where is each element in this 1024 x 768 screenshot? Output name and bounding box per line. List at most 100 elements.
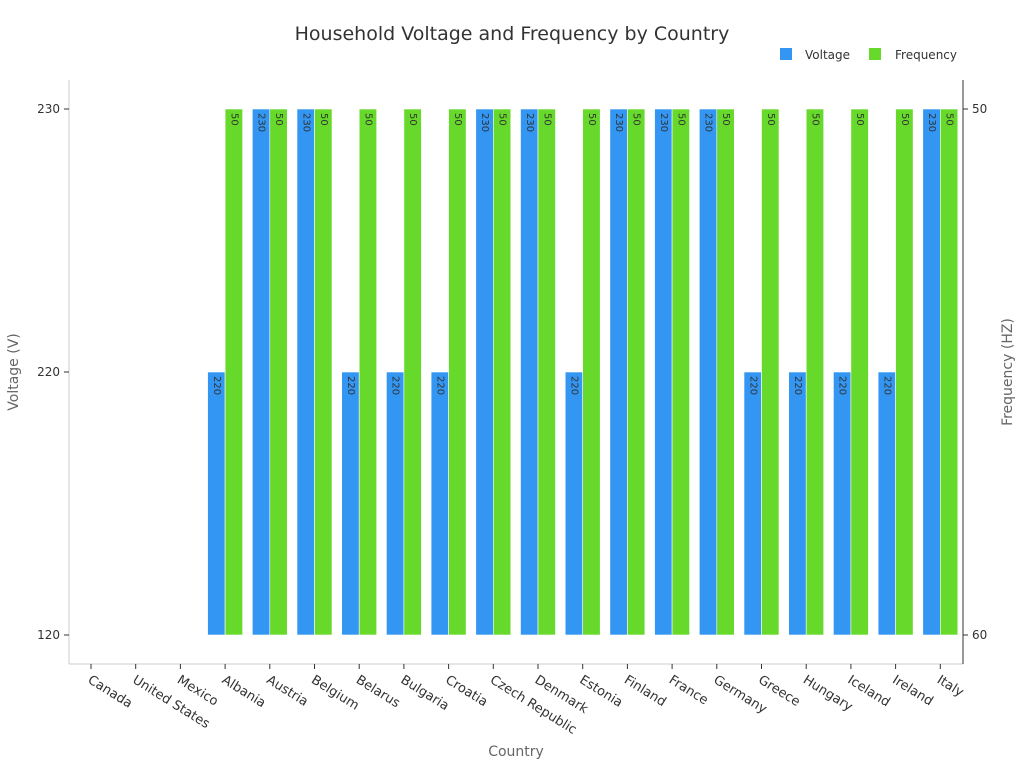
bar-voltage (877, 371, 896, 636)
category-label: United States (130, 673, 213, 732)
bar-label-frequency: 50 (586, 113, 597, 126)
bar-frequency (939, 108, 959, 636)
bar-voltage (922, 108, 941, 636)
bar-label-voltage: 230 (613, 113, 624, 132)
bar-frequency (761, 108, 780, 636)
left-tick-label: 120 (37, 628, 60, 642)
category-label: France (666, 673, 711, 709)
bar-frequency (716, 108, 735, 636)
y-axis-right-title: Frequency (HZ) (1000, 318, 1016, 426)
legend-swatch-voltage (780, 48, 792, 60)
bar-label-frequency: 50 (362, 113, 373, 126)
bar-label-frequency: 50 (720, 113, 731, 126)
legend-label-frequency: Frequency (895, 48, 957, 62)
bar-frequency (314, 108, 333, 636)
bar-label-voltage: 220 (837, 376, 848, 395)
bar-frequency (358, 108, 378, 636)
bar-voltage (430, 371, 449, 636)
bar-label-frequency: 50 (497, 113, 508, 126)
category-label: Austria (264, 673, 311, 710)
bar-label-voltage: 230 (256, 113, 267, 132)
bar-frequency (850, 108, 869, 636)
bar-label-frequency: 50 (899, 113, 910, 126)
category-label: Italy (934, 673, 966, 701)
category-label: Albania (219, 673, 268, 711)
left-axis-ticks: 120 220 230 (37, 102, 69, 642)
bar-frequency (448, 108, 467, 636)
x-axis-title: Country (488, 744, 544, 760)
bar-voltage (564, 371, 584, 636)
category-label: Finland (621, 673, 668, 710)
legend-label-voltage: Voltage (805, 48, 850, 62)
bar-label-voltage: 220 (881, 376, 892, 395)
category-label: Belgium (308, 673, 361, 714)
category-label: Canada (85, 673, 135, 712)
bar-frequency (403, 108, 422, 636)
bar-label-voltage: 230 (658, 113, 669, 132)
bar-label-frequency: 50 (318, 113, 329, 126)
bar-label-voltage: 230 (703, 113, 714, 132)
bar-labels: 220 50 230 50 230 50 220 50 220 50 220 50 230 50 230 50… (211, 113, 955, 395)
left-tick-label: 220 (37, 365, 60, 379)
bar-voltage (296, 108, 315, 636)
bar-label-frequency: 50 (541, 113, 552, 126)
bar-voltage (252, 108, 271, 636)
bar-label-voltage: 220 (211, 376, 222, 395)
right-axis-ticks: 60 50 (963, 102, 987, 642)
bar-frequency (492, 108, 512, 636)
category-label: Ireland (889, 673, 935, 710)
bar-label-frequency: 50 (765, 113, 776, 126)
category-label: Croatia (442, 673, 490, 710)
category-label: Bulgaria (398, 673, 452, 714)
bar-voltage (743, 371, 762, 636)
bar-label-voltage: 230 (524, 113, 535, 132)
right-tick-label: 60 (972, 628, 987, 642)
bar-frequency (582, 108, 601, 636)
bar-frequency (895, 108, 914, 636)
bar-label-voltage: 220 (345, 376, 356, 395)
bar-frequency (269, 108, 288, 636)
bar-label-frequency: 50 (273, 113, 284, 126)
bar-label-frequency: 50 (452, 113, 463, 126)
y-axis-left-title: Voltage (V) (6, 333, 22, 410)
right-tick-label: 50 (972, 102, 987, 116)
left-tick-label: 230 (37, 102, 60, 116)
bar-label-voltage: 220 (747, 376, 758, 395)
bar-label-frequency: 50 (675, 113, 686, 126)
legend-swatch-frequency (869, 48, 881, 60)
bar-frequency (805, 108, 825, 636)
bar-label-voltage: 230 (300, 113, 311, 132)
bar-label-frequency: 50 (228, 113, 239, 126)
bar-voltage (654, 108, 673, 636)
category-label: Belarus (353, 673, 403, 712)
bar-frequency (224, 108, 243, 636)
category-label: Hungary (800, 673, 855, 715)
bar-voltage (475, 108, 494, 636)
bar-label-voltage: 230 (479, 113, 490, 132)
legend: Voltage Frequency (780, 48, 957, 62)
bar-label-voltage: 220 (390, 376, 401, 395)
chart-title: Household Voltage and Frequency by Count… (295, 23, 730, 45)
bar-frequency (627, 108, 646, 636)
bar-voltage (341, 371, 360, 636)
bar-voltage (386, 371, 405, 636)
bar-label-frequency: 50 (854, 113, 865, 126)
bar-frequency (537, 108, 556, 636)
bar-voltage (698, 108, 718, 636)
bar-label-frequency: 50 (944, 113, 955, 126)
bar-voltage (520, 108, 539, 636)
bar-voltage (609, 108, 628, 636)
bar-label-voltage: 220 (792, 376, 803, 395)
bar-label-frequency: 50 (809, 113, 820, 126)
bar-label-voltage: 220 (568, 376, 579, 395)
bar-frequency (671, 108, 690, 636)
bars (207, 108, 959, 636)
bar-label-voltage: 220 (434, 376, 445, 395)
bar-voltage (788, 371, 807, 636)
bar-voltage (207, 371, 226, 636)
bar-voltage (833, 371, 852, 636)
bar-label-frequency: 50 (631, 113, 642, 126)
